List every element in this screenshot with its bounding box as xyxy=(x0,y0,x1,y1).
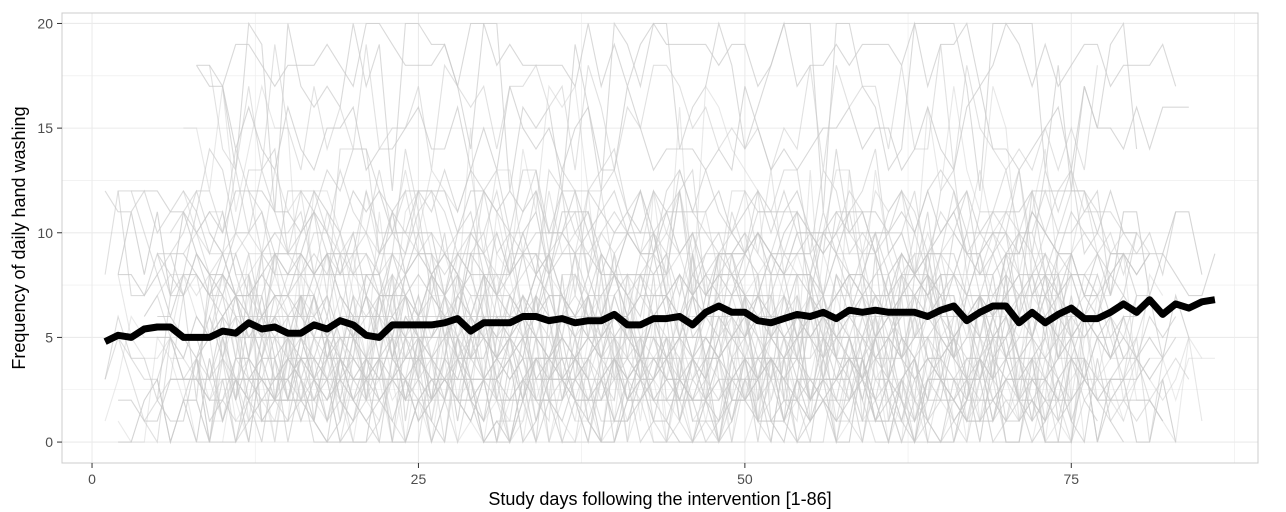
x-tick-label: 75 xyxy=(1063,471,1079,487)
participant-line xyxy=(248,188,1124,277)
participant-line xyxy=(208,44,1098,172)
x-axis-title: Study days following the intervention [1… xyxy=(488,489,831,509)
participant-line xyxy=(208,251,1098,340)
participant-line xyxy=(222,273,1072,443)
y-tick-label: 0 xyxy=(45,434,53,450)
participant-line xyxy=(222,84,1189,173)
participant-lines xyxy=(104,21,1216,445)
participant-line xyxy=(183,84,1059,361)
x-tick-label: 25 xyxy=(411,471,427,487)
participant-line xyxy=(131,189,1137,235)
participant-line xyxy=(209,230,1151,298)
y-axis-ticks: 0 5 10 15 20 xyxy=(37,15,62,450)
y-tick-label: 10 xyxy=(37,225,53,241)
participant-line xyxy=(196,21,1177,89)
y-tick-label: 15 xyxy=(37,120,53,136)
y-tick-label: 20 xyxy=(37,15,53,31)
mean-series-line xyxy=(103,296,1216,345)
plot-panel-border xyxy=(61,12,1259,464)
participant-line xyxy=(235,335,1124,445)
y-tick-label: 5 xyxy=(45,329,53,345)
participant-line xyxy=(182,314,1098,444)
series-layer xyxy=(103,296,1216,345)
participant-line xyxy=(195,230,1151,297)
participant-line xyxy=(235,335,1085,403)
participant-line xyxy=(117,188,1177,319)
participant-line xyxy=(143,293,1151,361)
participant-line xyxy=(196,335,1190,403)
x-axis-ticks: 0 25 50 75 xyxy=(88,463,1079,487)
participant-line xyxy=(196,21,1138,212)
x-tick-label: 50 xyxy=(737,471,753,487)
x-tick-label: 0 xyxy=(88,471,96,487)
y-axis-title: Frequency of daily hand washing xyxy=(9,106,29,369)
